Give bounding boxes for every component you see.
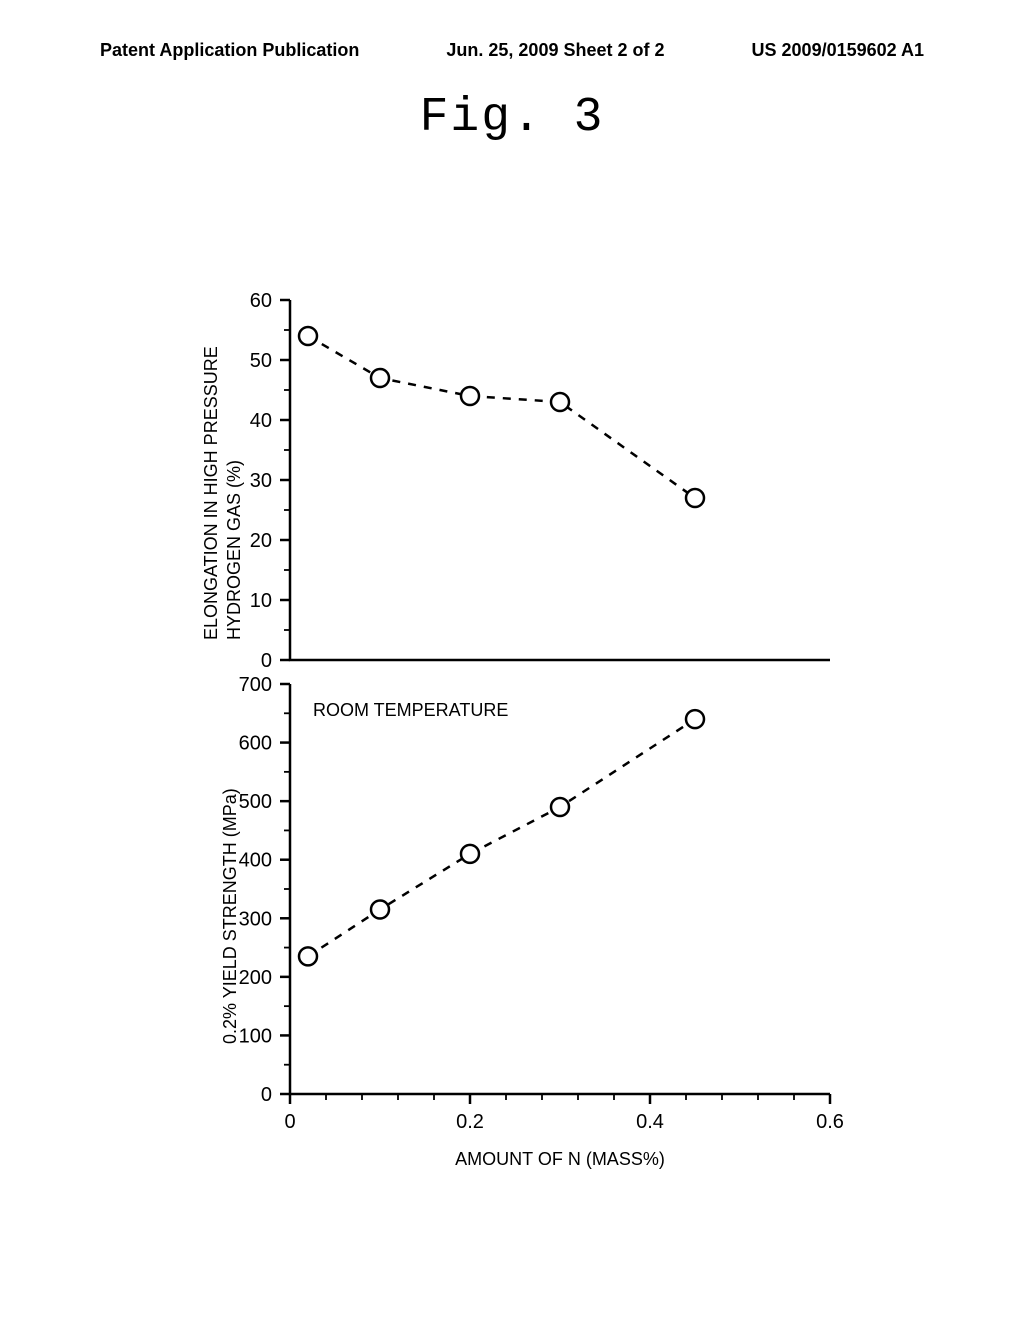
svg-text:500: 500 [239,791,272,813]
chart-svg: 0102030405060010020030040050060070000.20… [170,280,870,1140]
header-right: US 2009/0159602 A1 [752,40,924,61]
svg-text:400: 400 [239,850,272,872]
svg-text:100: 100 [239,1025,272,1047]
svg-text:0.6: 0.6 [816,1111,844,1133]
svg-text:700: 700 [239,674,272,696]
x-axis-label: AMOUNT OF N (MASS%) [290,1149,830,1170]
svg-text:600: 600 [239,733,272,755]
svg-text:200: 200 [239,967,272,989]
chart-container: ELONGATION IN HIGH PRESSURE HYDROGEN GAS… [170,280,870,1140]
svg-text:300: 300 [239,908,272,930]
svg-text:0: 0 [261,1084,272,1106]
svg-text:0: 0 [284,1111,295,1133]
svg-text:60: 60 [250,290,272,312]
bottom-y-axis-label: 0.2% YIELD STRENGTH (MPa) [220,788,241,1044]
svg-text:40: 40 [250,410,272,432]
svg-text:20: 20 [250,530,272,552]
top-y-axis-label: ELONGATION IN HIGH PRESSURE HYDROGEN GAS… [200,346,247,640]
figure-title: Fig. 3 [0,91,1024,145]
svg-text:50: 50 [250,350,272,372]
header-left: Patent Application Publication [100,40,359,61]
svg-text:0.4: 0.4 [636,1111,664,1133]
header-center: Jun. 25, 2009 Sheet 2 of 2 [446,40,664,61]
svg-text:30: 30 [250,470,272,492]
page-header: Patent Application Publication Jun. 25, … [0,0,1024,61]
svg-text:0: 0 [261,650,272,672]
room-temperature-annotation: ROOM TEMPERATURE [313,700,508,721]
svg-text:0.2: 0.2 [456,1111,484,1133]
svg-text:10: 10 [250,590,272,612]
